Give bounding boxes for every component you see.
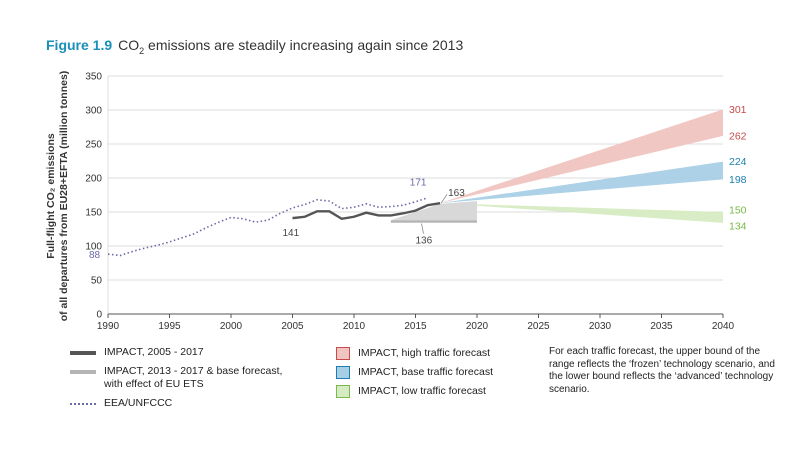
- y-tick-label: 50: [91, 276, 103, 287]
- x-tick-label: 2025: [527, 321, 550, 332]
- y-tick-label: 250: [85, 140, 102, 151]
- y-tick-label: 0: [96, 310, 102, 321]
- y-axis-label-line2: of all departures from EU28+EFTA (millio…: [58, 71, 70, 322]
- x-tick-label: 2010: [343, 321, 366, 332]
- legend-item-impact-2013-2017: IMPACT, 2013 - 2017 & base forecast, with…: [70, 365, 282, 391]
- annotation-label: 141: [283, 228, 300, 239]
- scenario-note: For each traffic forecast, the upper bou…: [549, 346, 775, 395]
- y-tick-label: 100: [85, 242, 102, 253]
- y-tick-label: 150: [85, 208, 102, 219]
- legend-label: EEA/UNFCCC: [104, 397, 173, 409]
- forecast-bands: [390, 109, 723, 223]
- legend-col-1: IMPACT, 2005 - 2017 IMPACT, 2013 - 2017 …: [70, 346, 282, 416]
- legend-label: IMPACT, low traffic forecast: [358, 385, 486, 397]
- figure-label: Figure 1.9: [46, 37, 113, 53]
- figure-title: Figure 1.9 CO2 emissions are steadily inc…: [46, 37, 463, 56]
- x-tick-label: 2040: [712, 321, 735, 332]
- x-tick-label: 2015: [404, 321, 427, 332]
- end-value-label: 198: [729, 174, 747, 186]
- x-tick-label: 2005: [281, 321, 304, 332]
- series-line-dark: [292, 201, 441, 221]
- x-tick-label: 2035: [650, 321, 673, 332]
- legend-label-cont: with effect of EU ETS: [104, 378, 204, 390]
- end-value-label: 262: [729, 130, 747, 142]
- end-value-label: 134: [729, 220, 747, 232]
- legend-label: IMPACT, base traffic forecast: [358, 366, 493, 378]
- annotation-label: 88: [89, 250, 101, 261]
- legend-item-impact-2005-2017: IMPACT, 2005 - 2017: [70, 346, 282, 359]
- data-labels: 88 141 171 163 136 301 262 224 198 150 134: [89, 104, 747, 261]
- grey-band-2013-2020: [390, 201, 477, 222]
- leader-line-136: [421, 223, 424, 234]
- annotation-label: 171: [410, 178, 427, 189]
- legend-item-eea-unfccc: EEA/UNFCCC: [70, 397, 282, 410]
- annotation-label: 136: [416, 236, 433, 247]
- forecast-band-base: [440, 161, 723, 204]
- title-subscript: 2: [139, 45, 145, 56]
- forecast-band-low: [440, 203, 723, 223]
- y-tick-label: 300: [85, 106, 102, 117]
- legend-item-high: IMPACT, high traffic forecast: [336, 347, 493, 360]
- y-axis-label-line1: Full-flight CO₂ emissions: [45, 133, 57, 259]
- leader-line-163: [440, 193, 448, 204]
- end-value-label: 224: [729, 156, 747, 168]
- legend-label: IMPACT, 2013 - 2017 & base forecast,: [104, 365, 283, 377]
- x-tick-label: 2030: [589, 321, 612, 332]
- forecast-band-high: [440, 109, 723, 204]
- grid-lines: [107, 75, 723, 314]
- axes: 0 50 100 150 200 250 300 350 1990 1995 2000 2005 201…: [85, 72, 734, 333]
- title-text-pre: CO: [118, 37, 140, 53]
- x-tick-label: 1995: [158, 321, 181, 332]
- x-tick-label: 2000: [220, 321, 243, 332]
- legend-label: IMPACT, 2005 - 2017: [104, 346, 204, 358]
- end-value-label: 150: [729, 205, 747, 217]
- series-lines: [107, 196, 477, 257]
- x-tick-label: 1990: [97, 321, 120, 332]
- legend-item-base: IMPACT, base traffic forecast: [336, 366, 493, 379]
- legend-col-2: IMPACT, high traffic forecast IMPACT, ba…: [336, 347, 493, 404]
- annotation-label: 163: [448, 188, 465, 199]
- y-tick-label: 200: [85, 174, 102, 185]
- title-text-post: emissions are steadily increasing again …: [144, 37, 464, 53]
- legend-item-low: IMPACT, low traffic forecast: [336, 385, 493, 398]
- legend-label: IMPACT, high traffic forecast: [358, 347, 491, 359]
- x-tick-label: 2020: [466, 321, 489, 332]
- end-value-label: 301: [729, 104, 747, 116]
- y-tick-label: 350: [85, 72, 102, 83]
- series-line-dotted: [107, 196, 429, 257]
